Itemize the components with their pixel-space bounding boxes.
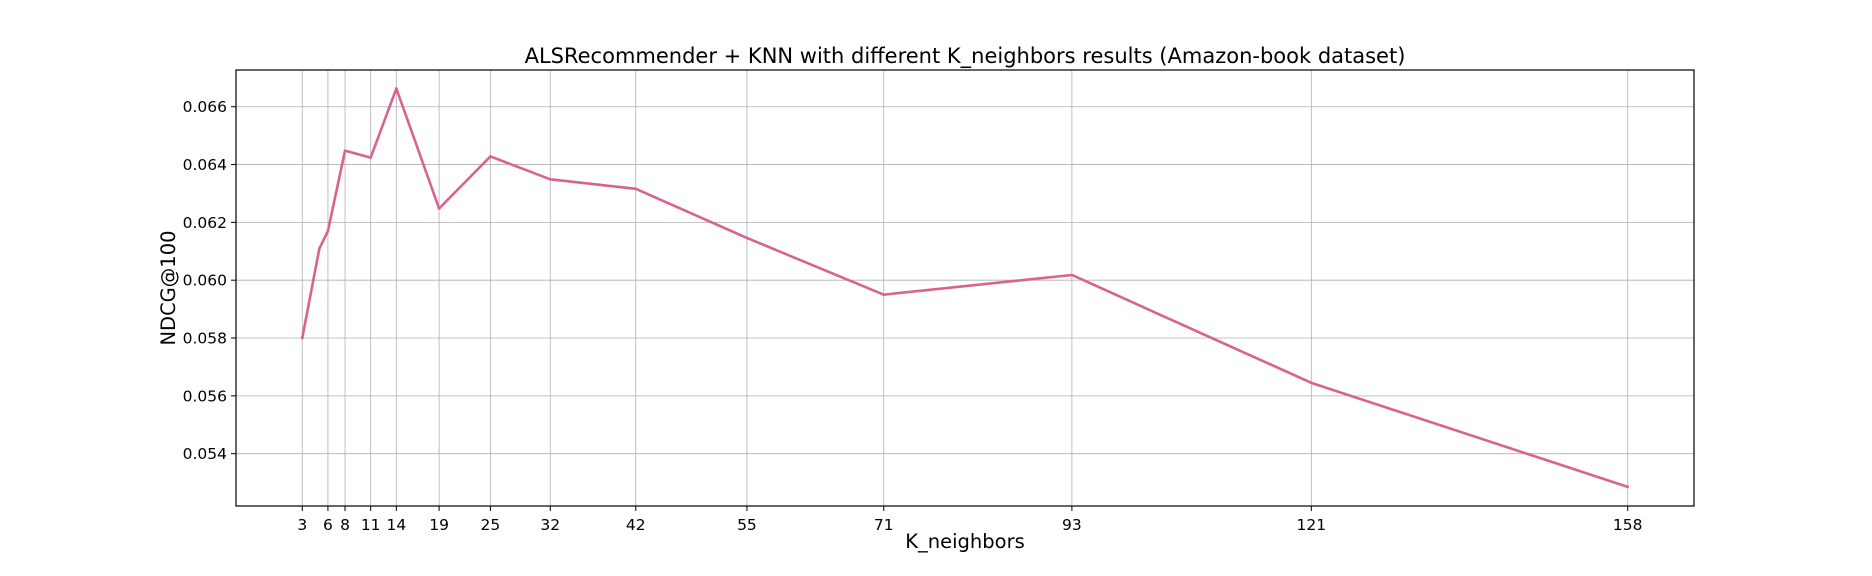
x-tick-label: 19 (429, 516, 449, 534)
y-tick-label: 0.064 (183, 156, 227, 174)
data-point (1310, 381, 1313, 385)
x-tick-label: 32 (540, 516, 560, 534)
x-tick-label: 25 (481, 516, 501, 534)
x-tick-label: 158 (1613, 516, 1643, 534)
x-tick-label: 93 (1062, 516, 1082, 534)
x-tick-label: 55 (737, 516, 757, 534)
y-tick-label: 0.058 (183, 330, 227, 348)
x-tick-label: 8 (340, 516, 350, 534)
y-axis-title: NDCG@100 (157, 230, 180, 345)
x-tick-label: 71 (874, 516, 894, 534)
axis-ticks: 3 6 8 11 14 19 25 32 42 55 71 93 121 158 0.054 0.056 0.0… (183, 98, 1643, 534)
data-point (548, 177, 552, 181)
data-point (343, 149, 347, 152)
plot-area-frame (235, 69, 1695, 507)
data-point (395, 87, 398, 90)
data-point (489, 155, 492, 158)
y-tick-label: 0.062 (183, 214, 227, 232)
chart-title: ALSRecommender + KNN with different K_ne… (525, 44, 1406, 69)
x-tick-label: 6 (323, 516, 333, 534)
y-tick-label: 0.054 (183, 445, 227, 463)
x-tick-label: 121 (1297, 516, 1327, 534)
data-point (326, 229, 330, 233)
data-point (745, 236, 749, 240)
series-lines (300, 87, 1630, 489)
y-tick-label: 0.066 (183, 98, 227, 116)
x-tick-label: 42 (626, 516, 646, 534)
x-tick-label: 3 (297, 516, 307, 534)
x-tick-label: 14 (386, 516, 406, 534)
data-point (882, 293, 886, 296)
y-tick-label: 0.056 (183, 387, 227, 405)
x-tick-label: 11 (361, 516, 381, 534)
data-point (1070, 273, 1074, 277)
data-point (1626, 485, 1630, 489)
x-axis-title: K_neighbors (905, 530, 1025, 553)
data-point (634, 187, 638, 191)
data-point (369, 156, 372, 159)
data-point (318, 247, 321, 250)
data-point (437, 207, 441, 210)
y-tick-label: 0.060 (183, 272, 227, 290)
grid (236, 70, 1694, 506)
data-point (300, 336, 304, 340)
